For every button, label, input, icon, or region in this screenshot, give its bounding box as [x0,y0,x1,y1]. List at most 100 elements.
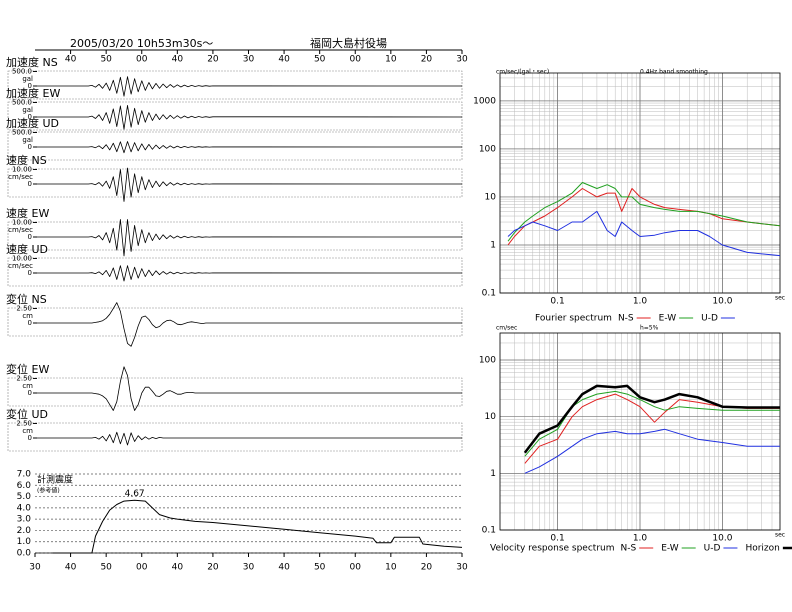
legend-label: Horizon [745,544,779,554]
chart-subtitle: 0.4Hz band smoothing [640,69,708,76]
panel-label: 加速度 NS [6,55,58,69]
panel-label: 速度 UD [6,242,48,256]
legend-title: Velocity response spectrum [490,544,615,554]
x-tick-label: 50 [314,563,326,573]
header-date: 2005/03/20 10h53m30s～ [70,37,213,50]
y-tick-label: 2.50 [16,304,32,312]
y-tick-label: 500.0 [12,128,32,136]
x-tick-label: 20 [421,55,433,65]
legend-label: U-D [701,314,718,324]
y-tick-label: 0 [28,434,32,442]
waveform [35,219,463,257]
y-tick-label: 2.50 [16,419,32,427]
y-tick-label: 10.00 [12,254,32,262]
panel-unit: cm [22,382,33,390]
panel-frame [7,131,463,161]
y-tick-label: 7.0 [17,470,32,480]
chart-subtitle: h=5% [640,325,659,332]
legend-label: N-S [621,544,637,554]
panel-label: 速度 EW [6,206,49,220]
panel-frame [7,101,463,131]
x-tick-label: 50 [100,55,112,65]
x-tick-label: 30 [456,563,468,573]
y-tick-label: 10.00 [12,165,32,173]
panel-unit: gal [22,75,33,83]
x-tick-label: 40 [172,563,184,573]
series-line [507,182,781,242]
plot-frame [499,72,781,294]
x-tick-label: 50 [100,563,112,573]
waveform [35,141,463,154]
waveform [35,265,463,282]
y-tick-label: 100 [479,356,496,366]
x-tick-label: 10 [385,55,397,65]
x-tick-label: 20 [207,563,219,573]
series-line [524,428,780,474]
y-tick-label: 0 [28,82,32,90]
panel-unit: cm/sec [8,262,33,270]
y-tick-label: 4.0 [17,503,32,513]
x-tick-label: 0.1 [550,297,564,307]
x-tick-label: 00 [350,563,362,573]
panel-unit: gal [22,106,33,114]
x-tick-label: 00 [350,55,362,65]
x-tick-label: 00 [136,55,148,65]
y-tick-label: 0 [28,389,32,397]
panel-frame [7,377,463,407]
panel-label: 加速度 UD [6,116,59,130]
plot-frame [499,332,781,531]
x-tick-label: 20 [207,55,219,65]
x-tick-label: 20 [421,563,433,573]
panel-frame [7,221,463,251]
x-tick-label: 10.0 [712,297,732,307]
x-tick-label: 30 [243,563,255,573]
x-axis-label: sec [775,532,785,539]
y-tick-label: 0 [28,233,32,241]
x-tick-label: 00 [136,563,148,573]
x-tick-label: 10.0 [712,534,732,544]
y-tick-label: 0.0 [17,549,32,559]
x-tick-label: 50 [314,55,326,65]
y-tick-label: 2.0 [17,526,32,536]
waveform [35,105,463,130]
waveform [35,366,462,411]
y-tick-label: 5.0 [17,492,32,502]
y-tick-label: 3.0 [17,515,32,525]
panel-frame [7,307,463,337]
y-tick-label: 0 [28,143,32,151]
x-tick-label: 30 [243,55,255,65]
station-name: 福岡大島村役場 [310,36,387,50]
y-tick-label: 1 [490,469,496,479]
chart-title: 計測震度 [37,474,73,486]
x-tick-label: 40 [278,563,290,573]
waveform [35,167,463,202]
y-tick-label: 0 [28,269,32,277]
panel-unit: cm/sec [8,226,33,234]
y-tick-label: 0.1 [482,526,496,536]
panel-label: 変位 EW [6,362,49,376]
waveform [35,302,462,347]
x-tick-label: 10 [385,563,397,573]
legend-label: E-W [659,314,677,324]
panel-label: 変位 UD [6,407,48,421]
series-line [524,393,780,464]
legend-label: U-D [704,544,721,554]
y-axis-label: cm/sec/(gal・sec) [496,69,549,76]
y-tick-label: 500.0 [12,67,32,75]
legend-title: Fourier spectrum [535,314,612,324]
y-tick-label: 1.0 [17,537,32,547]
x-tick-label: 1.0 [633,297,648,307]
x-tick-label: 40 [278,55,290,65]
panel-unit: cm/sec [8,173,33,181]
panel-unit: cm [22,312,33,320]
panel-unit: gal [22,136,33,144]
series-line [523,384,780,454]
panel-frame [7,257,463,287]
y-tick-label: 0 [28,319,32,327]
y-tick-label: 0 [28,180,32,188]
series-line [52,499,463,554]
x-tick-label: 0.1 [550,534,564,544]
panel-frame [7,70,463,100]
